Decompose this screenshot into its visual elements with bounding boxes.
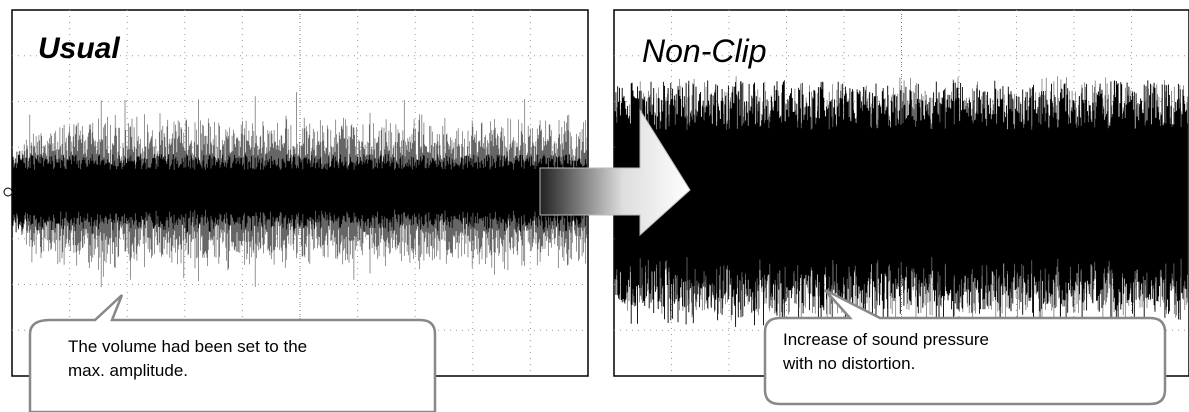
callout-text: max. amplitude. [68,361,188,380]
panel-label: Usual [38,32,120,65]
screenshot: Usual Non-Clip The volume had been set t… [0,0,1189,412]
panel-label: Non-Clip [642,33,766,69]
callout-text: The volume had been set to the [68,337,307,356]
callout-text: with no distortion. [782,354,915,373]
callout-text: Increase of sound pressure [783,330,989,349]
marker [4,188,12,196]
